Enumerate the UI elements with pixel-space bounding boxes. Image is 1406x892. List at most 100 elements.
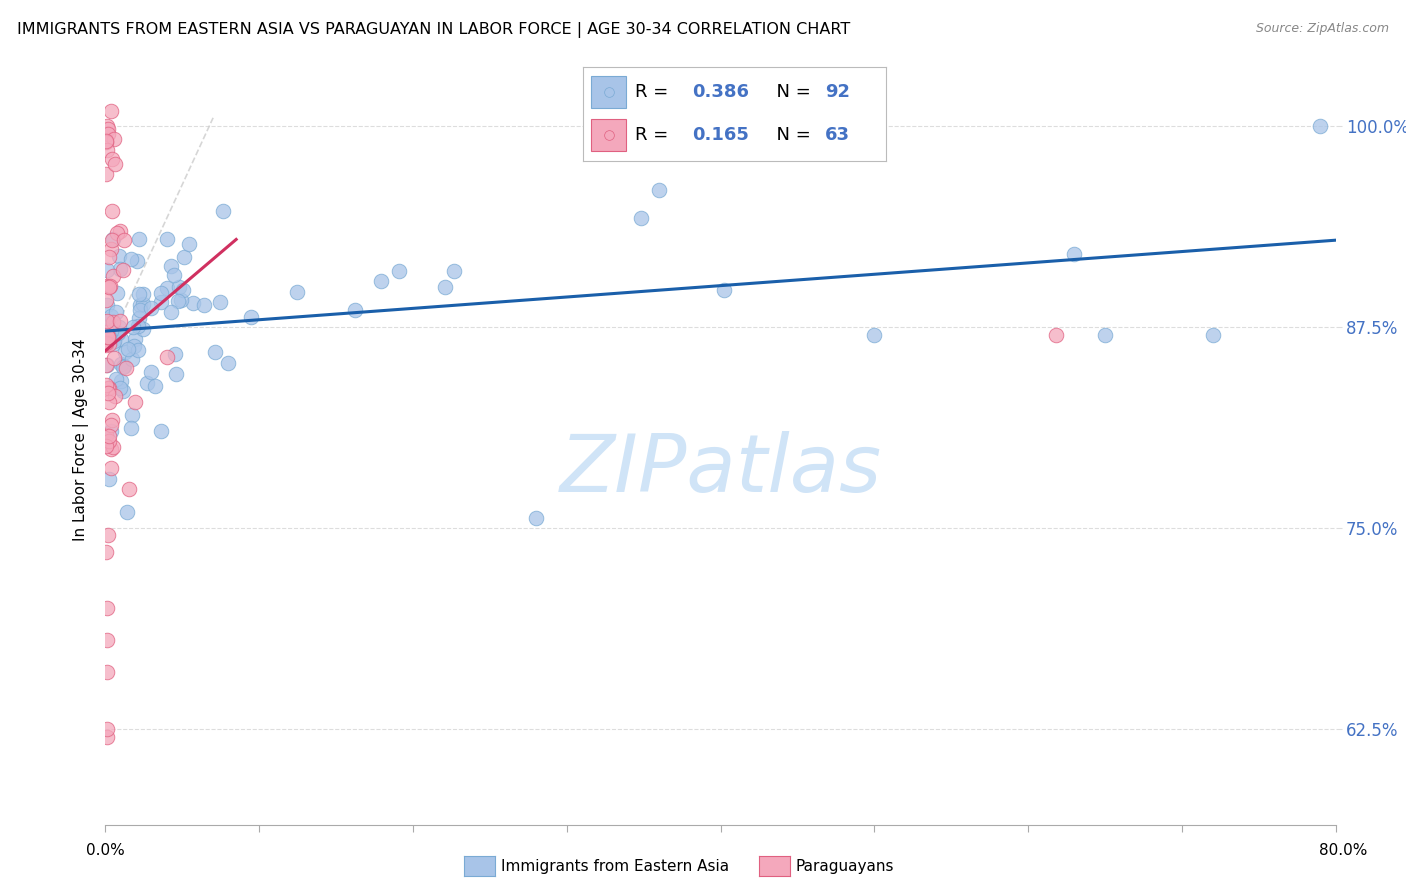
Point bbox=[100, 321, 122, 335]
Point bbox=[160, 259, 183, 273]
Point bbox=[100, 418, 122, 433]
Point bbox=[96, 330, 118, 344]
Point bbox=[96, 119, 118, 133]
Point bbox=[118, 482, 141, 496]
Point bbox=[1309, 119, 1331, 133]
Point bbox=[96, 359, 118, 373]
Point bbox=[108, 249, 131, 263]
Point bbox=[97, 330, 120, 344]
Point bbox=[193, 298, 215, 312]
Point bbox=[101, 232, 124, 246]
Point bbox=[131, 286, 153, 301]
Point bbox=[124, 332, 146, 346]
Point bbox=[163, 347, 186, 361]
Point bbox=[97, 528, 120, 542]
Point bbox=[105, 372, 128, 386]
Text: 0.0%: 0.0% bbox=[86, 843, 125, 858]
Point bbox=[149, 285, 172, 300]
Point bbox=[104, 389, 127, 403]
Point bbox=[172, 283, 194, 297]
Text: R =: R = bbox=[636, 127, 673, 145]
Point bbox=[96, 665, 118, 680]
Point bbox=[165, 367, 187, 381]
Point bbox=[96, 330, 118, 344]
Point bbox=[110, 381, 132, 395]
Point bbox=[149, 295, 172, 310]
Point bbox=[96, 314, 118, 328]
Point bbox=[101, 440, 124, 454]
Point bbox=[112, 359, 135, 373]
Point bbox=[209, 295, 232, 310]
Point bbox=[115, 361, 138, 376]
Point bbox=[107, 319, 129, 334]
Point bbox=[162, 268, 184, 282]
Point bbox=[100, 242, 122, 256]
Point bbox=[96, 314, 118, 328]
Point bbox=[112, 233, 135, 247]
Point bbox=[121, 352, 143, 367]
Point bbox=[97, 395, 120, 409]
Point bbox=[129, 298, 152, 312]
Point bbox=[156, 350, 179, 364]
Point bbox=[149, 424, 172, 438]
Text: ZIPatlas: ZIPatlas bbox=[560, 431, 882, 509]
Point bbox=[1063, 247, 1085, 261]
Point bbox=[120, 252, 142, 266]
Point bbox=[128, 232, 150, 246]
Point bbox=[96, 722, 118, 736]
Point bbox=[100, 310, 122, 324]
Point bbox=[108, 314, 131, 328]
Point bbox=[143, 379, 166, 393]
Text: 80.0%: 80.0% bbox=[1319, 843, 1367, 858]
Point bbox=[104, 157, 127, 171]
Point bbox=[108, 261, 131, 276]
Point bbox=[94, 338, 117, 352]
Point bbox=[96, 278, 118, 293]
Point bbox=[96, 143, 118, 157]
Point bbox=[128, 302, 150, 317]
Point bbox=[96, 135, 118, 149]
Point bbox=[103, 315, 125, 329]
Point bbox=[98, 279, 121, 293]
Point bbox=[100, 324, 122, 338]
Point bbox=[114, 344, 136, 359]
Point bbox=[103, 334, 125, 348]
Point bbox=[98, 381, 121, 395]
Point bbox=[156, 232, 179, 246]
Point bbox=[97, 473, 120, 487]
Point bbox=[96, 327, 118, 342]
Text: N =: N = bbox=[765, 83, 817, 101]
Point bbox=[139, 365, 162, 379]
Point bbox=[524, 511, 547, 525]
Point bbox=[173, 250, 195, 264]
Point bbox=[128, 311, 150, 326]
Point bbox=[110, 332, 132, 346]
Point bbox=[97, 385, 120, 400]
Point bbox=[124, 395, 146, 409]
Text: 63: 63 bbox=[825, 127, 851, 145]
Point bbox=[122, 339, 145, 353]
Point bbox=[100, 233, 122, 247]
Point bbox=[96, 298, 118, 312]
Point bbox=[94, 545, 117, 559]
Point bbox=[630, 211, 652, 225]
Text: 0.165: 0.165 bbox=[692, 127, 749, 145]
Point bbox=[103, 351, 125, 365]
Point bbox=[863, 327, 886, 342]
Point bbox=[128, 287, 150, 301]
Text: 92: 92 bbox=[825, 83, 851, 101]
FancyBboxPatch shape bbox=[591, 120, 626, 152]
Point bbox=[94, 167, 117, 181]
Point bbox=[96, 336, 118, 351]
Y-axis label: In Labor Force | Age 30-34: In Labor Force | Age 30-34 bbox=[73, 338, 90, 541]
Point bbox=[1201, 327, 1223, 342]
Point bbox=[97, 280, 120, 294]
Point bbox=[136, 376, 159, 390]
Text: IMMIGRANTS FROM EASTERN ASIA VS PARAGUAYAN IN LABOR FORCE | AGE 30-34 CORRELATIO: IMMIGRANTS FROM EASTERN ASIA VS PARAGUAY… bbox=[17, 22, 851, 38]
Point bbox=[117, 342, 139, 356]
Point bbox=[104, 304, 127, 318]
Point bbox=[370, 274, 392, 288]
Point bbox=[713, 283, 735, 297]
Point bbox=[240, 310, 263, 324]
Point bbox=[217, 356, 239, 370]
